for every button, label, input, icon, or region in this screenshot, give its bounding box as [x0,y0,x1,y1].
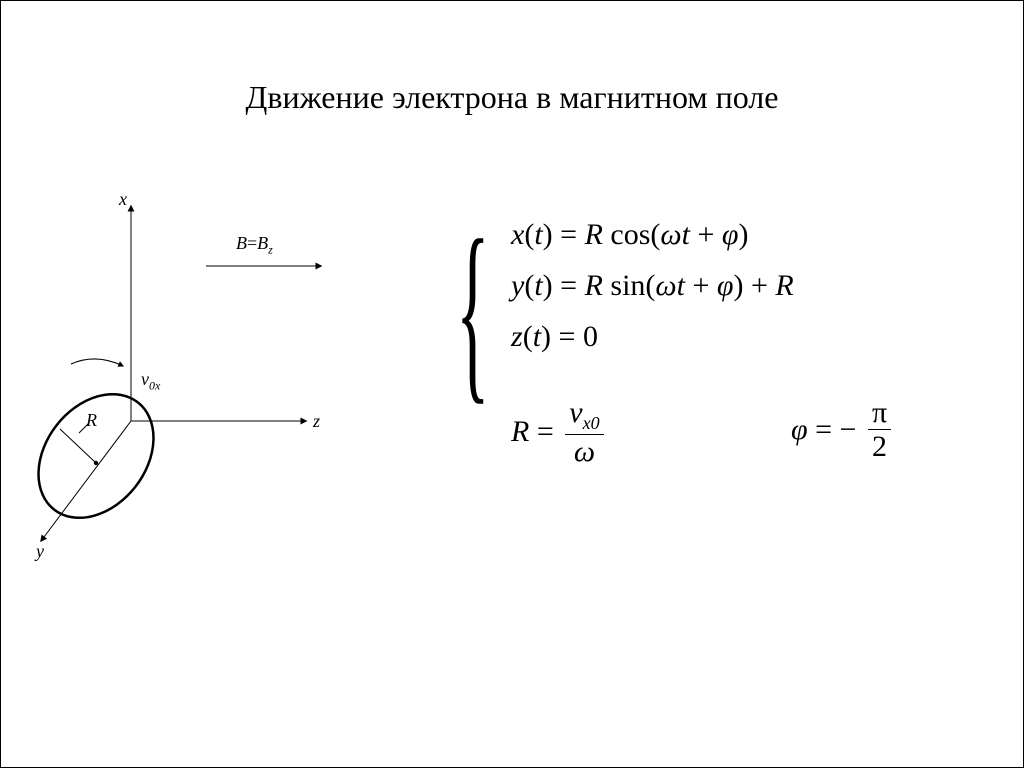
eq-phi-frac: π 2 [868,396,891,463]
eq-x: x(t) = R cos(ωt + φ) [511,209,794,260]
eq-phi-den: 2 [868,429,891,463]
eq-R-lhs: R = [511,415,554,449]
eq-z: z(t) = 0 [511,311,794,362]
eq-phi-num: π [868,396,891,429]
page-title: Движение электрона в магнитном поле [1,79,1023,116]
B-label: B=Bz [236,233,273,258]
axis-y-label: y [36,541,44,562]
eq-R-num: vx0 [565,396,603,434]
eq-R-den: ω [565,434,603,468]
radius-line [60,429,96,463]
page-frame: Движение электрона в магнитном поле [0,0,1024,768]
diagram: x z y v0x R B=Bz [31,191,391,561]
axis-y [41,421,131,541]
rotation-indicator [71,359,123,366]
diagram-svg [31,191,391,561]
eq-phi-lhs: φ = − [791,413,856,447]
eq-phi: φ = − π 2 [791,396,895,463]
eq-y: y(t) = R sin(ωt + φ) + R [511,260,794,311]
system-brace: { [456,211,490,411]
v0x-label: v0x [141,369,160,394]
eq-R-frac: vx0 ω [565,396,603,468]
equation-system: x(t) = R cos(ωt + φ) y(t) = R sin(ωt + φ… [511,209,794,362]
eq-R: R = vx0 ω [511,396,608,468]
R-label: R [86,410,97,431]
axis-z-label: z [313,411,320,432]
axis-x-label: x [119,189,127,210]
